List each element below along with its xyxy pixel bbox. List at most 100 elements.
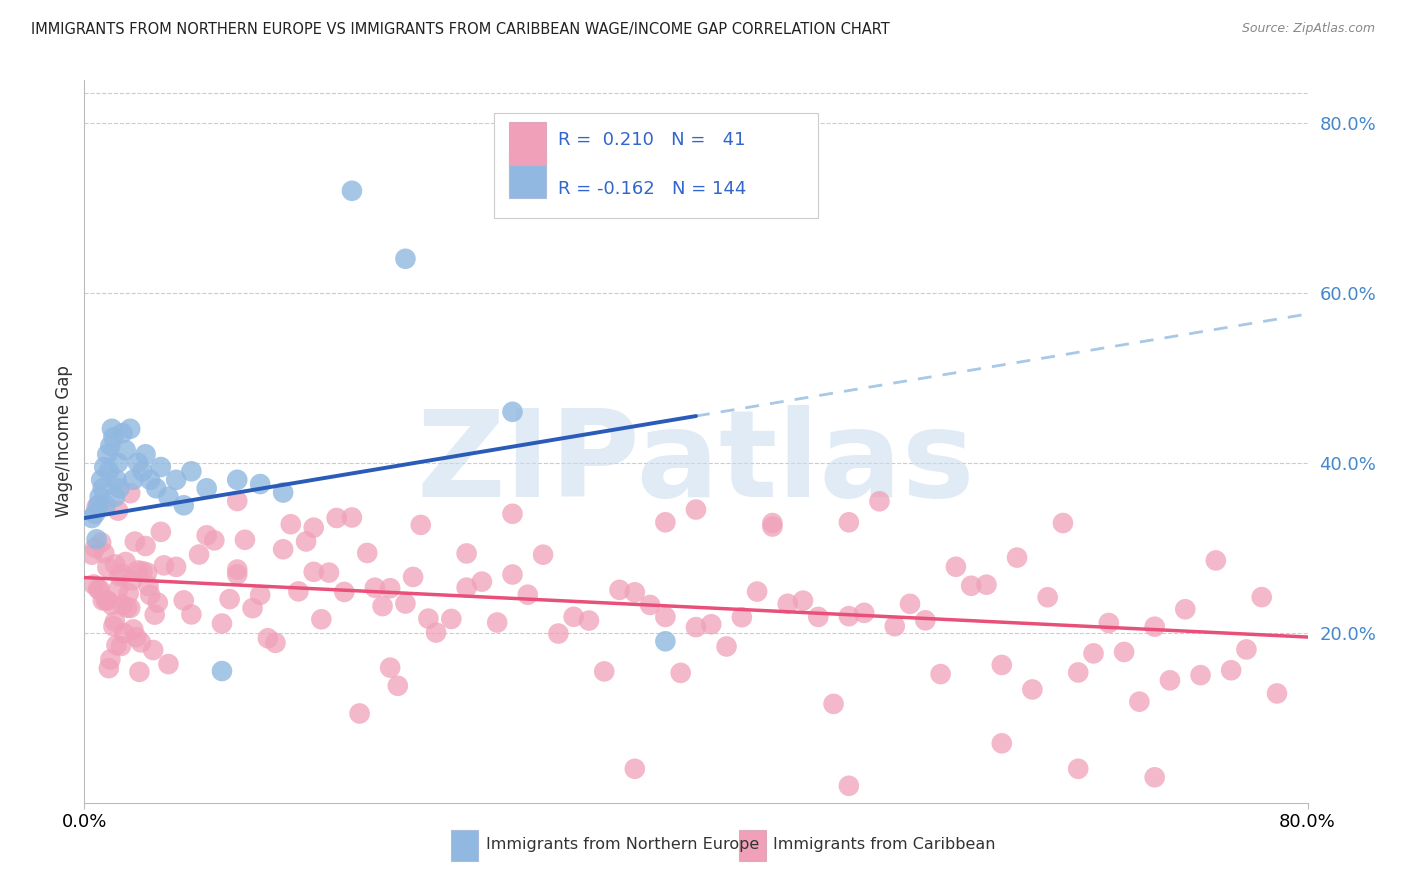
Point: [131, 464, 153, 478]
Point: [104, 558, 127, 572]
Point: [716, 640, 738, 654]
Point: [165, 560, 187, 574]
Point: [853, 606, 876, 620]
Point: [945, 559, 967, 574]
Point: [340, 184, 363, 198]
Point: [761, 519, 783, 533]
Point: [325, 511, 347, 525]
Point: [440, 612, 463, 626]
Point: [136, 566, 159, 580]
Point: [562, 609, 585, 624]
Point: [122, 623, 145, 637]
Point: [108, 481, 131, 495]
Point: [869, 494, 891, 508]
Point: [122, 473, 145, 487]
Point: [139, 473, 162, 487]
Point: [456, 546, 478, 560]
Point: [1189, 668, 1212, 682]
Point: [823, 697, 845, 711]
Point: [135, 539, 157, 553]
Point: [135, 447, 157, 461]
Point: [90, 535, 112, 549]
Point: [118, 586, 141, 600]
Point: [1005, 550, 1028, 565]
Point: [226, 567, 249, 582]
Point: [139, 588, 162, 602]
Point: [107, 456, 129, 470]
Point: [1052, 516, 1074, 530]
Point: [1021, 682, 1043, 697]
Point: [609, 582, 631, 597]
Point: [747, 584, 769, 599]
Text: ZIPatlas: ZIPatlas: [416, 405, 976, 522]
Bar: [451, 830, 478, 861]
Point: [883, 619, 905, 633]
Point: [394, 252, 416, 266]
Point: [456, 581, 478, 595]
Point: [516, 588, 538, 602]
Point: [1236, 642, 1258, 657]
Point: [111, 567, 134, 582]
Point: [91, 593, 114, 607]
Point: [107, 582, 129, 597]
Point: [593, 665, 616, 679]
Point: [103, 430, 125, 444]
Point: [93, 546, 115, 560]
Point: [502, 507, 524, 521]
Point: [211, 616, 233, 631]
Point: [173, 593, 195, 607]
Point: [112, 626, 135, 640]
Point: [226, 473, 249, 487]
Point: [349, 706, 371, 721]
Bar: [509, 122, 546, 165]
Point: [340, 510, 363, 524]
Point: [87, 582, 110, 596]
Bar: [738, 830, 766, 861]
Point: [960, 579, 983, 593]
Point: [96, 593, 118, 607]
Bar: [509, 154, 546, 198]
Point: [149, 460, 172, 475]
Point: [1250, 590, 1272, 604]
Point: [1159, 673, 1181, 688]
Point: [98, 652, 121, 666]
Point: [105, 473, 128, 487]
Point: [121, 574, 143, 588]
Point: [142, 643, 165, 657]
Point: [807, 610, 830, 624]
Point: [114, 555, 136, 569]
Point: [1220, 663, 1243, 677]
Point: [380, 581, 402, 595]
Point: [180, 607, 202, 622]
Point: [700, 617, 723, 632]
Point: [87, 498, 110, 512]
Point: [131, 564, 153, 578]
Point: [84, 541, 107, 555]
Point: [83, 577, 105, 591]
Point: [157, 657, 180, 671]
Point: [654, 634, 676, 648]
Point: [107, 503, 129, 517]
Point: [80, 548, 103, 562]
Point: [96, 447, 118, 461]
Point: [93, 460, 115, 475]
Point: [287, 584, 309, 599]
Text: R =  0.210   N =   41: R = 0.210 N = 41: [558, 131, 745, 149]
Point: [91, 481, 114, 495]
Point: [280, 517, 302, 532]
Point: [146, 596, 169, 610]
Point: [94, 498, 117, 512]
Point: [89, 582, 111, 597]
Point: [1143, 770, 1166, 784]
Point: [120, 601, 142, 615]
Point: [97, 661, 120, 675]
Point: [302, 521, 325, 535]
Point: [302, 565, 325, 579]
Point: [145, 481, 167, 495]
Point: [1265, 686, 1288, 700]
Point: [486, 615, 509, 630]
Y-axis label: Wage/Income Gap: Wage/Income Gap: [55, 366, 73, 517]
Point: [502, 405, 524, 419]
Point: [425, 625, 447, 640]
Point: [226, 562, 249, 576]
